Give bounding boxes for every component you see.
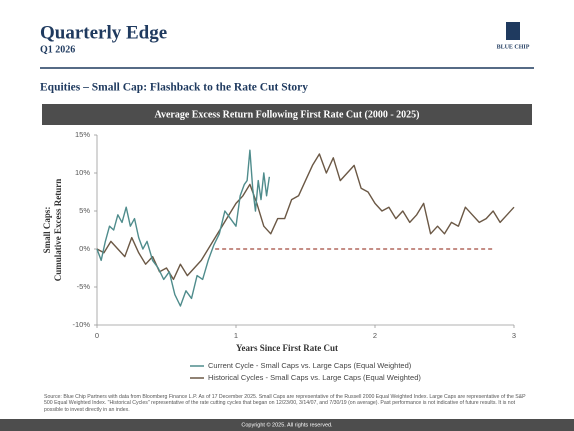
footer-bar	[0, 419, 574, 431]
series-line	[96, 153, 515, 281]
y-axis-label: Small Caps:	[42, 207, 52, 254]
chart-title: Average Excess Return Following First Ra…	[154, 109, 419, 120]
chart-title-bar	[42, 104, 532, 125]
x-tick-label: 0	[95, 331, 99, 340]
legend-label: Historical Cycles - Small Caps vs. Large…	[208, 373, 421, 382]
y-tick-label: -10%	[72, 320, 90, 329]
logo-text: BLUE CHIP	[497, 44, 530, 50]
x-axis-label: Years Since First Rate Cut	[236, 343, 338, 353]
x-tick-label: 1	[234, 331, 238, 340]
y-tick-label: 15%	[75, 130, 90, 139]
x-tick-label: 3	[512, 331, 516, 340]
y-axis-label: Cumulative Excess Return	[53, 179, 63, 282]
page-title: Quarterly Edge	[40, 22, 167, 43]
y-tick-label: 10%	[75, 168, 90, 177]
x-tick-label: 2	[373, 331, 377, 340]
legend-label: Current Cycle - Small Caps vs. Large Cap…	[208, 361, 412, 370]
section-title: Equities – Small Cap: Flashback to the R…	[40, 82, 308, 94]
footer-text: Copyright © 2025. All rights reserved.	[241, 421, 333, 428]
logo-mark	[506, 22, 520, 40]
page-subtitle: Q1 2026	[40, 44, 75, 55]
y-tick-label: -5%	[77, 282, 91, 291]
y-tick-label: 0%	[79, 244, 90, 253]
footnote: Source: Blue Chip Partners with data fro…	[44, 394, 526, 413]
series-line	[96, 149, 271, 307]
y-tick-label: 5%	[79, 206, 90, 215]
